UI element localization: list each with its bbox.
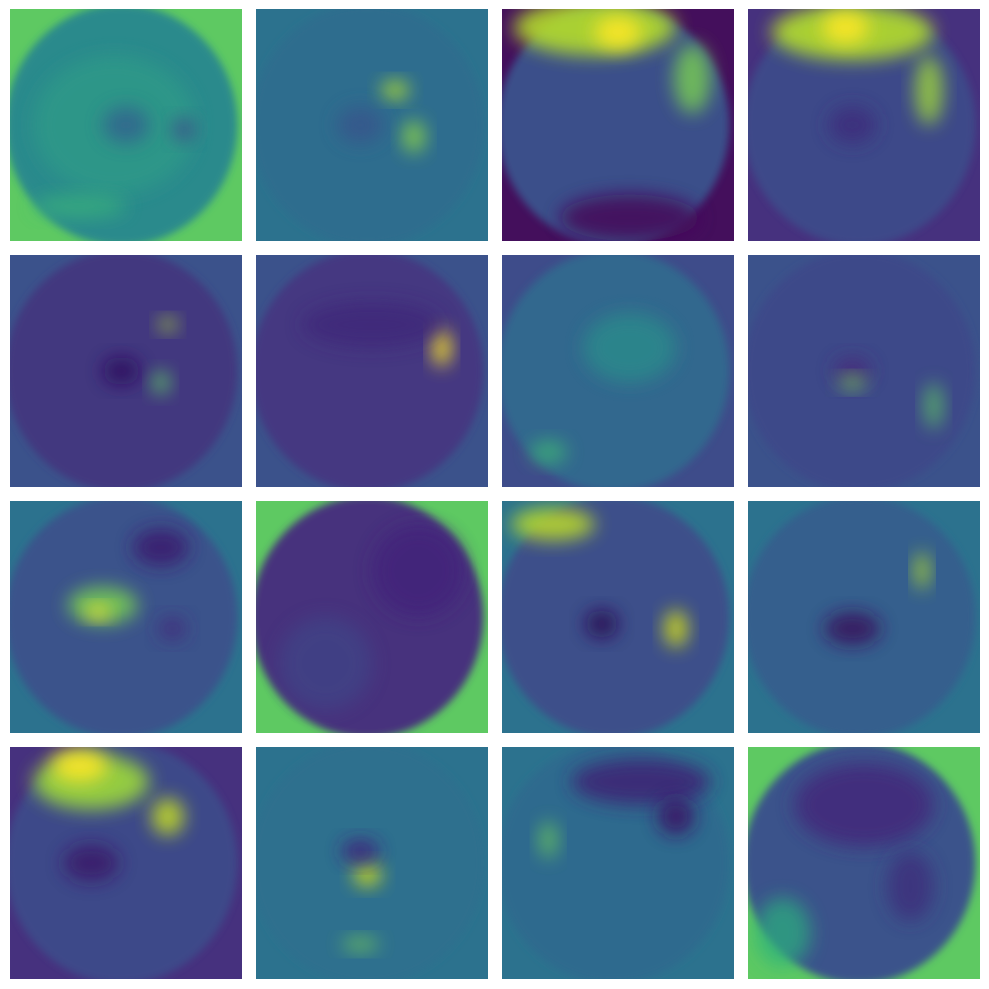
feature-map — [10, 255, 242, 487]
activation-blob — [560, 194, 700, 241]
activation-blob — [402, 120, 426, 153]
activation-blob — [529, 440, 567, 464]
activation-blob — [673, 43, 711, 114]
activation-blob — [172, 118, 196, 142]
activation-blob — [341, 937, 379, 952]
activation-blob — [915, 552, 929, 590]
activation-blob — [33, 194, 126, 218]
activation-blob — [279, 617, 372, 710]
feature-map — [10, 501, 242, 733]
feature-map — [256, 255, 488, 487]
feature-map — [256, 747, 488, 979]
feature-map — [256, 501, 488, 733]
activation-blob — [341, 839, 379, 864]
activation-blob — [838, 375, 867, 390]
activation-blob — [915, 55, 943, 126]
activation-blob — [337, 106, 384, 144]
retina-region — [256, 255, 484, 487]
activation-blob — [381, 80, 410, 100]
activation-blob — [158, 317, 178, 332]
activation-blob — [63, 844, 120, 882]
activation-blob — [102, 106, 150, 144]
activation-blob — [86, 605, 110, 620]
activation-blob — [68, 586, 138, 624]
activation-blob — [822, 11, 869, 44]
activation-blob — [511, 507, 595, 541]
activation-blob — [372, 524, 465, 617]
activation-blob — [132, 528, 189, 566]
feature-map — [502, 747, 734, 979]
activation-blob — [924, 382, 943, 429]
activation-blob — [571, 758, 711, 805]
retina-region — [502, 9, 730, 241]
activation-blob — [102, 357, 140, 385]
retina-region — [256, 747, 484, 979]
activation-blob — [664, 610, 688, 648]
activation-blob — [151, 371, 171, 395]
feature-map — [748, 747, 980, 979]
activation-blob — [754, 897, 811, 968]
activation-blob — [151, 798, 184, 836]
retina-region — [256, 501, 484, 733]
feature-map — [502, 501, 734, 733]
activation-blob — [585, 610, 618, 638]
activation-blob — [302, 301, 442, 348]
activation-blob — [657, 798, 695, 836]
feature-map — [10, 9, 242, 241]
activation-blob — [887, 851, 934, 921]
activation-blob — [432, 329, 451, 367]
feature-map — [10, 747, 242, 979]
activation-blob — [824, 612, 881, 645]
feature-map — [748, 255, 980, 487]
feature-map — [748, 501, 980, 733]
activation-blob — [594, 15, 642, 49]
activation-blob — [583, 313, 676, 383]
feature-map — [502, 255, 734, 487]
feature-map — [748, 9, 980, 241]
activation-blob — [794, 763, 934, 847]
activation-blob — [513, 9, 676, 56]
feature-map — [256, 9, 488, 241]
activation-blob — [539, 821, 558, 859]
activation-blob — [353, 863, 382, 887]
activation-blob — [829, 106, 876, 144]
activation-blob — [51, 749, 108, 782]
activation-blob — [158, 617, 187, 641]
feature-map — [502, 9, 734, 241]
